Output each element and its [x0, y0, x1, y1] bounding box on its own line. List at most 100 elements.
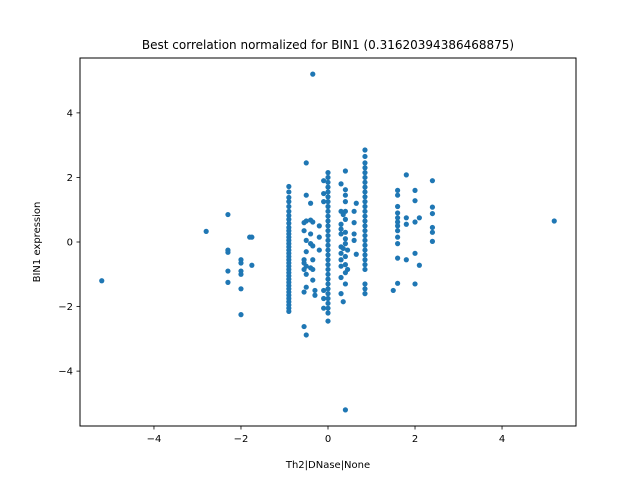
data-point	[362, 237, 368, 243]
data-point	[362, 218, 368, 224]
data-point	[325, 252, 331, 258]
data-point	[353, 200, 359, 206]
data-point	[362, 266, 368, 273]
x-tick-label: 4	[499, 434, 505, 445]
data-point	[325, 223, 331, 229]
ticks-layer: −4 −2 0 2 4 −4 −2 0 2 4	[58, 108, 505, 445]
data-point	[395, 255, 401, 261]
data-point	[429, 204, 436, 210]
data-point	[362, 232, 368, 239]
data-point	[325, 170, 331, 176]
data-point	[429, 210, 436, 217]
data-point	[338, 263, 344, 269]
data-point	[325, 286, 331, 292]
data-point	[351, 237, 357, 243]
data-point	[303, 271, 309, 277]
data-point	[310, 266, 316, 273]
data-point	[286, 216, 292, 222]
data-point	[303, 263, 309, 269]
data-point	[286, 189, 292, 195]
data-point	[325, 247, 331, 253]
data-point	[325, 262, 331, 268]
data-point	[412, 250, 418, 256]
data-point	[351, 231, 357, 237]
data-point	[325, 203, 331, 210]
data-point	[342, 208, 348, 214]
data-point	[325, 266, 331, 273]
data-point	[362, 174, 368, 181]
data-point	[310, 277, 316, 283]
data-point	[286, 308, 292, 314]
data-point	[362, 147, 368, 153]
data-point	[321, 287, 327, 294]
data-point	[362, 194, 368, 200]
data-point	[303, 284, 309, 290]
data-point	[362, 165, 368, 171]
data-point	[249, 262, 255, 268]
data-point	[286, 212, 292, 219]
data-point	[321, 199, 327, 205]
data-point	[362, 262, 368, 268]
data-point	[301, 323, 307, 330]
data-point	[395, 241, 401, 247]
data-point	[338, 274, 344, 281]
data-point	[308, 231, 314, 237]
y-tick-label: 2	[67, 173, 73, 184]
data-point	[342, 216, 348, 222]
data-point	[342, 199, 348, 205]
data-point	[403, 221, 409, 227]
data-point	[362, 189, 368, 195]
data-point	[342, 253, 348, 260]
data-point	[362, 247, 368, 253]
data-point	[325, 208, 331, 214]
x-tick-label: −4	[147, 434, 162, 445]
data-point	[321, 305, 327, 311]
data-point	[338, 250, 344, 256]
data-point	[325, 310, 331, 316]
data-point	[342, 241, 348, 247]
data-point	[325, 213, 331, 219]
data-point	[395, 219, 401, 225]
data-point	[321, 190, 327, 197]
data-point	[412, 281, 418, 287]
data-point	[286, 208, 292, 214]
data-point	[429, 178, 436, 184]
data-point	[303, 249, 309, 255]
data-point	[301, 228, 307, 234]
plot-frame	[79, 57, 577, 427]
data-point	[395, 210, 401, 216]
data-point	[362, 291, 368, 297]
data-point	[338, 291, 344, 297]
data-point	[325, 242, 331, 248]
data-point	[416, 215, 422, 221]
data-point	[362, 228, 368, 234]
data-point	[362, 281, 368, 287]
data-point	[416, 262, 422, 268]
data-point	[325, 189, 331, 195]
data-point	[312, 287, 318, 294]
data-point	[395, 228, 401, 234]
x-tick-label: −2	[234, 434, 249, 445]
data-point	[303, 192, 309, 198]
data-point	[325, 228, 331, 234]
data-point	[362, 199, 368, 205]
data-point	[225, 211, 231, 218]
data-point	[303, 160, 309, 166]
data-point	[325, 305, 331, 311]
data-point	[429, 229, 436, 235]
data-point	[342, 187, 348, 193]
chart-title: Best correlation normalized for BIN1 (0.…	[142, 38, 514, 52]
data-point	[225, 268, 231, 274]
y-tick-label: −4	[58, 367, 73, 378]
data-point	[303, 332, 309, 338]
data-point	[325, 199, 331, 205]
data-point	[362, 257, 368, 263]
data-point	[351, 208, 357, 214]
data-point	[342, 262, 348, 268]
data-point	[338, 221, 344, 227]
data-point	[286, 194, 292, 201]
data-point	[325, 281, 331, 287]
data-point	[286, 220, 292, 226]
